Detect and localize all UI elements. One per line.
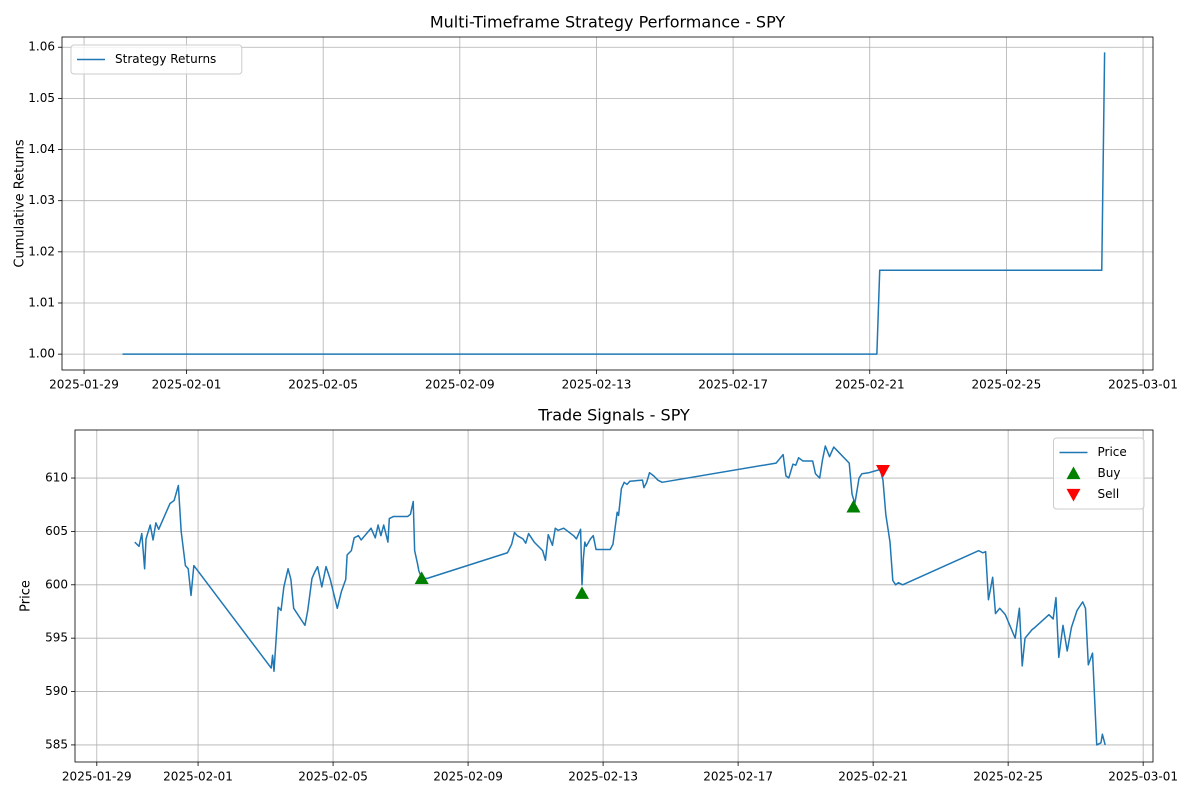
y-tick-label: 605 (45, 524, 68, 538)
y-tick-label: 1.03 (28, 193, 55, 207)
x-tick-label: 2025-02-01 (163, 770, 233, 784)
x-tick-label: 2025-01-29 (49, 378, 119, 392)
line-series (134, 445, 1106, 746)
legend-label: Buy (1098, 466, 1121, 480)
chart-title: Trade Signals - SPY (537, 406, 690, 425)
x-tick-label: 2025-02-09 (425, 378, 495, 392)
signal-marker (846, 499, 861, 513)
x-tick-label: 2025-02-25 (973, 770, 1043, 784)
x-tick-label: 2025-02-05 (298, 770, 368, 784)
x-tick-label: 2025-02-21 (838, 770, 908, 784)
y-tick-label: 595 (45, 631, 68, 645)
legend-label: Strategy Returns (115, 52, 216, 66)
y-tick-label: 1.00 (28, 347, 55, 361)
x-tick-label: 2025-01-29 (62, 770, 132, 784)
x-tick-label: 2025-02-17 (703, 770, 773, 784)
x-tick-label: 2025-02-01 (152, 378, 222, 392)
x-tick-label: 2025-02-17 (698, 378, 768, 392)
signal-marker (575, 586, 590, 599)
line-series (122, 52, 1106, 355)
x-tick-label: 2025-02-05 (288, 378, 358, 392)
x-tick-label: 2025-03-01 (1108, 770, 1178, 784)
y-tick-label: 1.06 (28, 40, 55, 54)
x-tick-label: 2025-02-21 (835, 378, 905, 392)
x-tick-label: 2025-02-13 (568, 770, 638, 784)
chart-title: Multi-Timeframe Strategy Performance - S… (430, 13, 786, 32)
y-tick-label: 600 (45, 577, 68, 591)
x-tick-label: 2025-02-25 (972, 378, 1042, 392)
legend: Price Buy Sell (1053, 437, 1145, 510)
y-axis-label: Cumulative Returns (13, 139, 28, 267)
y-tick-label: 590 (45, 684, 68, 698)
y-tick-label: 1.02 (28, 244, 55, 258)
y-tick-label: 1.05 (28, 91, 55, 105)
signal-marker (414, 571, 429, 584)
legend: Strategy Returns (70, 44, 243, 75)
plot-frame (74, 429, 1154, 763)
legend-label: Sell (1098, 487, 1120, 501)
legend-marker (1066, 488, 1081, 502)
y-tick-label: 610 (45, 471, 68, 485)
x-tick-label: 2025-03-01 (1108, 378, 1178, 392)
y-axis-label: Price (19, 580, 34, 612)
y-tick-label: 1.01 (28, 295, 55, 309)
plot-frame (61, 36, 1154, 371)
legend-marker (1066, 466, 1081, 480)
x-tick-label: 2025-02-09 (433, 770, 503, 784)
legend-label: Price (1098, 445, 1127, 459)
y-tick-label: 585 (45, 737, 68, 751)
signal-marker (875, 464, 890, 478)
y-tick-label: 1.04 (28, 142, 55, 156)
x-tick-label: 2025-02-13 (562, 378, 632, 392)
legend-box (70, 44, 243, 75)
